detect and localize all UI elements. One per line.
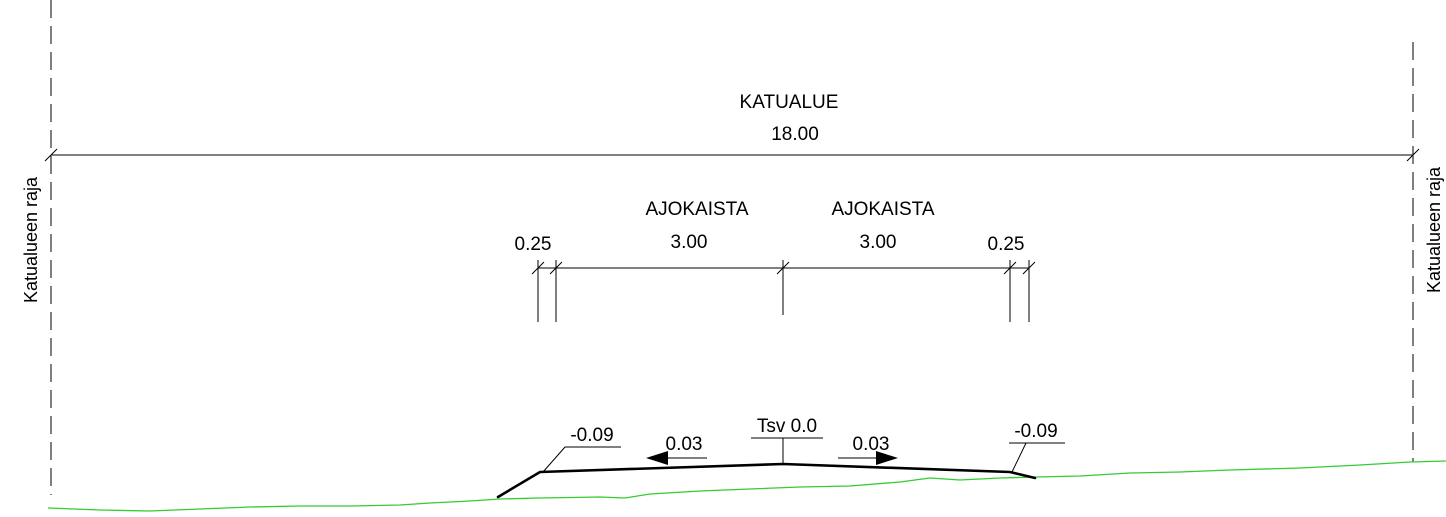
right-edge-height: -0.09 [1014, 421, 1057, 442]
street-area-label: KATUALUE [740, 92, 839, 113]
road-surface-profile [496, 462, 1037, 499]
right-lane-label: AJOKAISTA [831, 199, 934, 220]
right-slope-arrowhead [876, 451, 898, 465]
left-edge-width: 0.25 [515, 234, 552, 255]
street-area-width: 18.00 [771, 124, 819, 145]
left-boundary-label: Katualueen raja [21, 176, 41, 303]
street-area-tick-right [1406, 148, 1420, 162]
right-edge-height-leader [1011, 442, 1027, 473]
ground-line [47, 460, 1446, 512]
right-boundary-label: Katualueen raja [1424, 166, 1444, 293]
tick-1 [531, 261, 545, 275]
street-area-tick-left [44, 148, 58, 162]
right-edge-width: 0.25 [988, 234, 1025, 255]
left-edge-height: -0.09 [570, 425, 613, 446]
left-lane-label: AJOKAISTA [645, 199, 748, 220]
tick-4 [1003, 261, 1017, 275]
center-elevation-label: Tsv 0.0 [757, 416, 817, 437]
tick-5 [1022, 261, 1036, 275]
left-slope-arrowhead [646, 451, 668, 465]
left-slope-label: 0.03 [666, 434, 703, 455]
street-area-dimension [44, 148, 1420, 162]
tick-2 [549, 261, 563, 275]
left-edge-height-leader [542, 446, 566, 473]
left-lane-width: 3.00 [671, 232, 708, 253]
right-lane-width: 3.00 [860, 232, 897, 253]
tick-3 [776, 261, 790, 275]
right-slope-label: 0.03 [853, 434, 890, 455]
lane-dimension-chain [531, 260, 1036, 322]
